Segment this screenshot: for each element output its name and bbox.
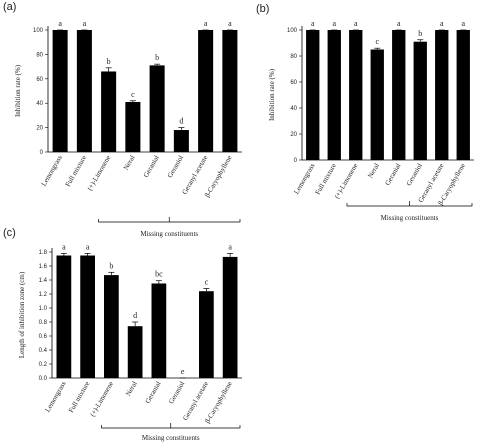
bar xyxy=(149,65,165,152)
group-label: Missing constituents xyxy=(381,214,439,222)
significance-letter: a xyxy=(440,19,444,28)
significance-letter: e xyxy=(181,367,185,376)
bar xyxy=(104,275,119,378)
bar xyxy=(76,30,92,152)
bar xyxy=(80,255,95,378)
bar xyxy=(349,30,363,160)
bar xyxy=(456,30,470,160)
y-tick-label: 60 xyxy=(290,80,297,86)
group-label: Missing constituents xyxy=(140,230,198,238)
y-tick-label: 40 xyxy=(290,106,297,112)
x-tick-label: Lemongrass xyxy=(44,380,68,414)
group-bracket xyxy=(346,201,473,207)
y-tick-label: 1.6 xyxy=(39,264,48,270)
y-tick-label: 100 xyxy=(33,28,44,34)
x-tick-label: Geraniol xyxy=(405,162,424,187)
x-tick-label: Full mixture xyxy=(314,162,338,196)
x-tick-label: Lemongrass xyxy=(40,154,64,188)
panel-label: (c) xyxy=(3,227,16,239)
x-tick-label: (+)-Limonene xyxy=(89,380,116,418)
y-tick-label: 0.8 xyxy=(39,320,48,326)
significance-letter: d xyxy=(179,117,183,126)
significance-letter: b xyxy=(418,29,422,38)
y-tick-label: 80 xyxy=(290,54,297,60)
y-tick-label: 1.0 xyxy=(39,306,48,312)
significance-letter: b xyxy=(109,261,113,270)
bar xyxy=(435,30,449,160)
y-tick-label: 1.4 xyxy=(39,278,48,284)
y-tick-label: 100 xyxy=(287,28,298,34)
bar xyxy=(151,283,167,378)
y-tick-label: 0.4 xyxy=(39,348,48,354)
y-tick-label: 80 xyxy=(36,52,43,58)
y-axis-label: Length of inhibition zone (cm) xyxy=(18,271,26,358)
bar xyxy=(173,130,189,152)
x-tick-label: Neral xyxy=(366,162,381,180)
significance-letter: a xyxy=(332,19,336,28)
significance-letter: a xyxy=(397,19,401,28)
panel-label: (a) xyxy=(3,1,16,13)
x-tick-label: Geraniol xyxy=(166,154,185,179)
significance-letter: a xyxy=(228,242,232,251)
significance-letter: a xyxy=(354,19,358,28)
bar xyxy=(52,30,68,152)
y-tick-label: 0 xyxy=(40,150,44,156)
group-bracket xyxy=(98,217,241,223)
y-tick-label: 0.6 xyxy=(39,334,48,340)
y-tick-label: 60 xyxy=(36,77,43,83)
bar xyxy=(127,326,143,378)
y-tick-label: 20 xyxy=(36,126,43,132)
bar xyxy=(306,30,320,160)
x-tick-label: Geranial xyxy=(142,154,161,179)
y-tick-label: 1.2 xyxy=(39,292,48,298)
x-tick-label: Neral xyxy=(122,154,137,172)
bar xyxy=(125,101,141,152)
y-tick-label: 20 xyxy=(290,132,297,138)
significance-letter: bc xyxy=(155,270,163,279)
significance-letter: a xyxy=(204,19,208,28)
bar xyxy=(56,255,72,378)
group-bracket xyxy=(101,423,241,429)
bar xyxy=(222,256,238,378)
significance-letter: a xyxy=(228,19,232,28)
significance-letter: a xyxy=(62,242,66,251)
bar xyxy=(198,30,214,152)
x-tick-label: Lemongrass xyxy=(292,162,316,196)
y-axis-label: Inhibition rate (%) xyxy=(268,68,276,121)
x-tick-label: Geranial xyxy=(383,162,402,187)
significance-letter: c xyxy=(205,277,209,286)
significance-letter: d xyxy=(133,311,137,320)
significance-letter: b xyxy=(155,53,159,62)
significance-letter: c xyxy=(375,37,379,46)
group-label: Missing constituents xyxy=(142,434,200,442)
significance-letter: b xyxy=(107,57,111,66)
y-tick-label: 0.2 xyxy=(39,362,48,368)
bar xyxy=(222,30,238,152)
y-tick-label: 1.8 xyxy=(39,250,48,256)
x-tick-label: Neral xyxy=(124,380,139,398)
y-tick-label: 40 xyxy=(36,101,43,107)
significance-letter: a xyxy=(461,19,465,28)
bar xyxy=(392,30,406,160)
bar xyxy=(199,291,214,378)
bar xyxy=(413,41,427,161)
x-tick-label: Geraniol xyxy=(167,380,186,405)
significance-letter: a xyxy=(86,242,90,251)
x-tick-label: Full mixture xyxy=(64,154,88,188)
significance-letter: c xyxy=(131,90,135,99)
x-tick-label: (+)-Limonene xyxy=(86,154,113,192)
y-axis-label: Inhibition rate (%) xyxy=(14,64,22,117)
bar xyxy=(327,30,341,160)
x-tick-label: Geranial xyxy=(144,380,163,405)
bar xyxy=(101,71,117,152)
significance-letter: a xyxy=(58,19,62,28)
y-tick-label: 0 xyxy=(294,158,298,164)
panel-label: (b) xyxy=(256,3,269,15)
x-tick-label: Full mixture xyxy=(67,380,91,414)
bar xyxy=(370,49,384,160)
y-tick-label: 0.0 xyxy=(39,376,48,382)
significance-letter: a xyxy=(311,19,315,28)
significance-letter: a xyxy=(83,19,87,28)
